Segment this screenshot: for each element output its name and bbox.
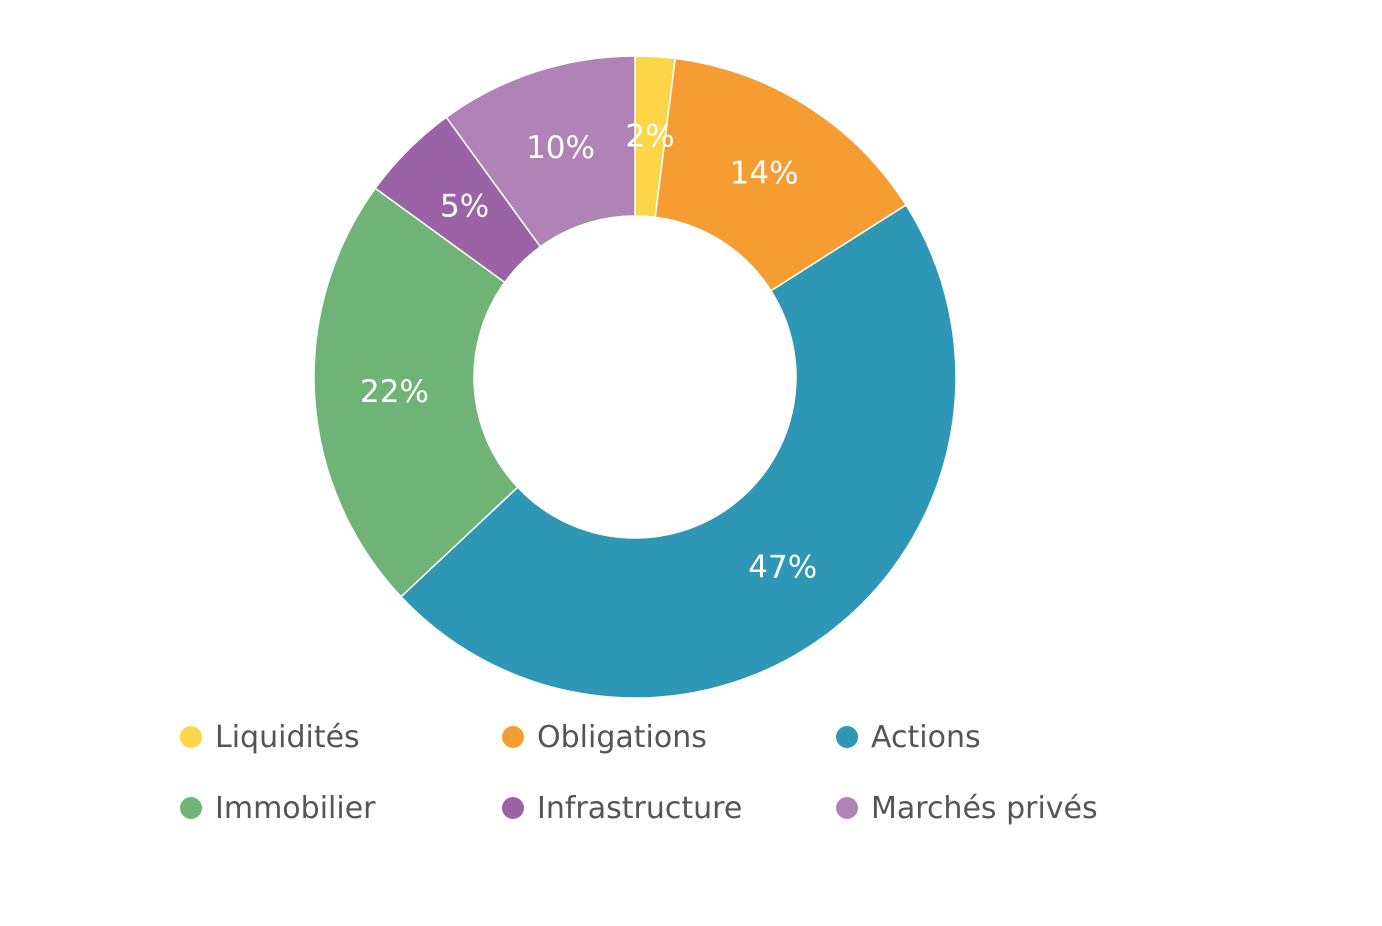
slice-value-label-2: 14% xyxy=(730,156,799,192)
legend-label: Marchés privés xyxy=(871,790,1098,826)
legend-swatch xyxy=(836,797,858,819)
donut-slice-3 xyxy=(399,203,957,699)
slice-value-label-5: 5% xyxy=(440,189,489,225)
legend-item-infrastructure: Infrastructure xyxy=(502,789,836,827)
legend-item-obligations: Obligations xyxy=(502,718,836,756)
legend-item-liquidites: Liquidités xyxy=(180,718,502,756)
chart-legend: Liquidités Obligations Actions Immobilie… xyxy=(180,718,1180,827)
legend-label: Immobilier xyxy=(215,790,376,826)
legend-swatch xyxy=(180,797,202,819)
slice-value-label-1: 2% xyxy=(626,118,675,154)
slice-value-label-3: 47% xyxy=(748,549,817,585)
donut-slice-6 xyxy=(445,55,636,248)
legend-item-immobilier: Immobilier xyxy=(180,789,502,827)
legend-label: Actions xyxy=(871,719,981,755)
legend-swatch xyxy=(502,797,524,819)
donut-slice-2 xyxy=(654,57,908,292)
legend-swatch xyxy=(502,726,524,748)
legend-item-marches-prives: Marchés privés xyxy=(836,789,1176,827)
legend-label: Liquidités xyxy=(215,719,360,755)
legend-swatch xyxy=(836,726,858,748)
legend-swatch xyxy=(180,726,202,748)
legend-label: Infrastructure xyxy=(537,790,743,826)
labels-group: 2% 14% 47% 22% 5% 10% xyxy=(360,118,817,585)
legend-item-actions: Actions xyxy=(836,718,1176,756)
donut-slice-4 xyxy=(313,187,519,598)
slices-group xyxy=(313,55,957,699)
slice-value-label-6: 10% xyxy=(526,130,595,166)
slice-value-label-4: 22% xyxy=(360,374,429,410)
legend-label: Obligations xyxy=(537,719,707,755)
